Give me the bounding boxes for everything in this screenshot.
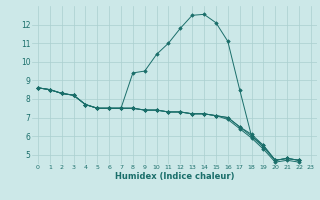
X-axis label: Humidex (Indice chaleur): Humidex (Indice chaleur) bbox=[115, 172, 234, 181]
